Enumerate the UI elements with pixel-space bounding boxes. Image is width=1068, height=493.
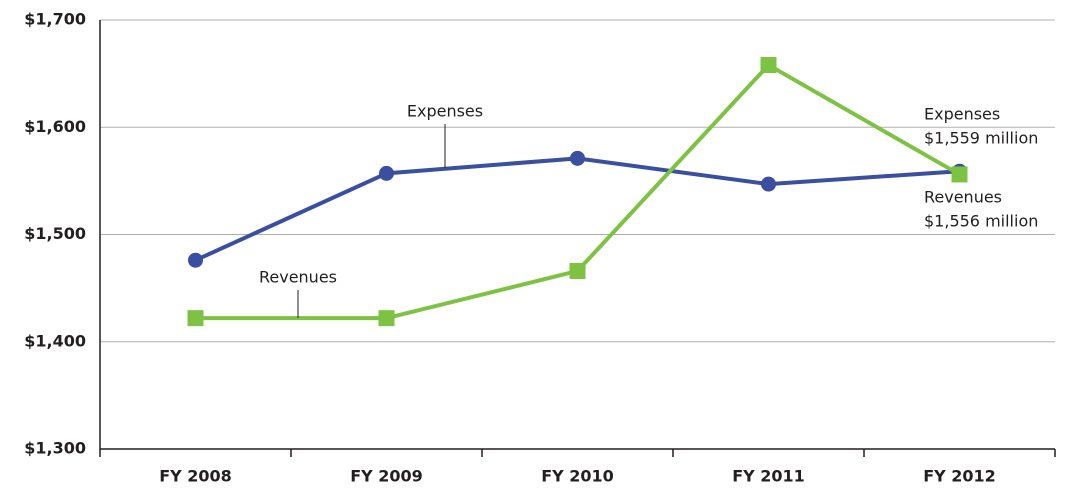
point xyxy=(187,310,204,327)
point xyxy=(760,57,777,74)
x-tick-label: FY 2009 xyxy=(350,467,423,486)
y-tick-label: $1,500 xyxy=(24,224,86,243)
y-tick-label: $1,700 xyxy=(24,10,86,29)
annotation: Revenues xyxy=(924,188,1002,207)
y-tick-label: $1,600 xyxy=(24,117,86,136)
y-tick-label: $1,400 xyxy=(24,331,86,350)
point xyxy=(378,310,395,327)
point xyxy=(569,262,586,279)
x-tick-label: FY 2011 xyxy=(732,467,805,486)
x-tick-label: FY 2010 xyxy=(541,467,614,486)
point xyxy=(379,165,394,181)
point xyxy=(570,150,585,166)
annotation: Expenses xyxy=(407,102,483,121)
x-tick-label: FY 2012 xyxy=(923,467,996,486)
annotation: $1,559 million xyxy=(924,129,1038,148)
point xyxy=(761,176,776,192)
x-tick-label: FY 2008 xyxy=(159,467,232,486)
point xyxy=(188,252,203,268)
y-tick-label: $1,300 xyxy=(24,439,86,458)
annotation: $1,556 million xyxy=(924,212,1038,231)
series-line xyxy=(194,156,960,263)
annotation: Revenues xyxy=(259,268,337,287)
point xyxy=(951,166,968,183)
annotation: Expenses xyxy=(924,105,1000,124)
